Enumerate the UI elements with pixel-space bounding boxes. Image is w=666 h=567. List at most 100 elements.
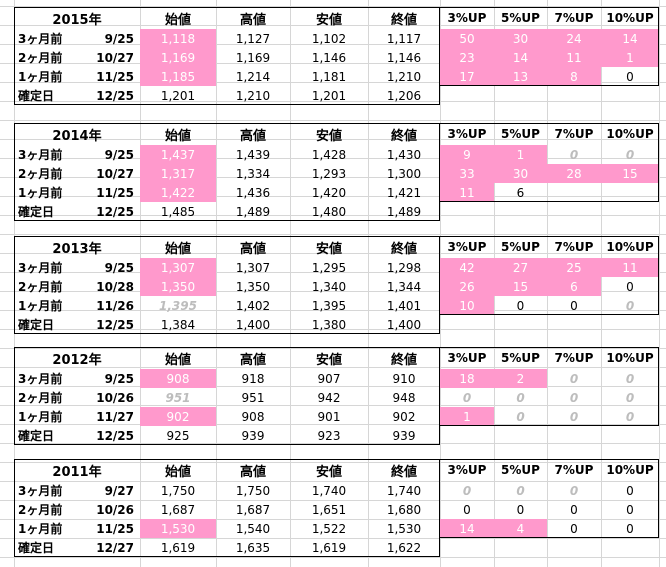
- up5-cell: [494, 426, 547, 445]
- up10-cell: [601, 426, 659, 445]
- col-open-header: 始値: [164, 128, 191, 144]
- up10-cell: 1: [601, 48, 659, 67]
- row-date: 11/25: [96, 521, 134, 536]
- row-date: 12/25: [96, 317, 134, 332]
- up3-cell: 33: [440, 164, 494, 183]
- close-cell: 1,300: [386, 166, 422, 181]
- up5-cell: 30: [494, 29, 547, 48]
- col-high-header: 高値: [239, 12, 266, 28]
- row-date: 11/25: [96, 69, 134, 84]
- table-border: [440, 459, 659, 460]
- up7-cell: 24: [547, 29, 601, 48]
- table-border: [440, 201, 659, 202]
- col-high-header: 高値: [239, 128, 266, 144]
- row-label-cell: 3ヶ月前 9/25: [14, 145, 140, 164]
- col-low-header: 安値: [315, 352, 342, 368]
- row-label: 2ヶ月前: [18, 51, 63, 65]
- row-label-cell: 2ヶ月前 10/27: [14, 164, 140, 183]
- up5-cell: 0: [516, 298, 525, 313]
- col-close-header: 終値: [390, 352, 417, 368]
- up10-cell: 0: [626, 69, 634, 84]
- high-cell: 1,635: [235, 540, 271, 555]
- col-open-header: 始値: [164, 352, 191, 368]
- table-border: [439, 236, 440, 334]
- table-border: [440, 123, 659, 124]
- col-7up-header: 7%UP: [554, 240, 594, 254]
- low-cell: 1,428: [311, 147, 347, 162]
- open-cell: 1,118: [140, 29, 216, 48]
- low-cell: 1,480: [311, 204, 347, 219]
- low-cell: 1,740: [311, 483, 347, 498]
- row-label: 2ヶ月前: [18, 167, 63, 181]
- up3-cell: [440, 538, 494, 557]
- row-label-cell: 1ヶ月前 11/27: [14, 407, 140, 426]
- year-label: 2013年: [52, 241, 102, 257]
- table-border: [439, 123, 440, 221]
- table-row: 1ヶ月前 11/26 1,395 1,402 1,395 1,401 10 0 …: [0, 296, 666, 315]
- row-label: 1ヶ月前: [18, 299, 63, 313]
- col-low-header: 安値: [315, 128, 342, 144]
- row-label-cell: 確定日 12/25: [14, 86, 140, 105]
- close-cell: 1,298: [386, 260, 422, 275]
- header-row: 2014年 始値 高値 安値 終値 3%UP 5%UP 7%UP 10%UP: [0, 123, 666, 145]
- open-cell: 1,317: [140, 164, 216, 183]
- year-block: 2014年 始値 高値 安値 終値 3%UP 5%UP 7%UP 10%UP 3…: [0, 123, 666, 221]
- table-border: [14, 347, 440, 348]
- low-cell: 1,522: [311, 521, 347, 536]
- year-block: 2012年 始値 高値 安値 終値 3%UP 5%UP 7%UP 10%UP 3…: [0, 347, 666, 445]
- high-cell: 1,350: [235, 279, 271, 294]
- high-cell: 1,169: [235, 50, 271, 65]
- low-cell: 1,395: [311, 298, 347, 313]
- up7-cell: [547, 426, 601, 445]
- open-cell: 1,350: [140, 277, 216, 296]
- col-10up-header: 10%UP: [606, 240, 654, 254]
- col-5up-header: 5%UP: [501, 463, 540, 477]
- high-cell: 908: [241, 409, 265, 424]
- table-row: 2ヶ月前 10/28 1,350 1,350 1,340 1,344 26 15…: [0, 277, 666, 296]
- header-row: 2012年 始値 高値 安値 終値 3%UP 5%UP 7%UP 10%UP: [0, 347, 666, 369]
- up10-cell: [601, 538, 659, 557]
- high-cell: 1,687: [235, 502, 271, 517]
- table-border: [658, 236, 659, 258]
- row-label-cell: 2ヶ月前 10/28: [14, 277, 140, 296]
- col-low-header: 安値: [315, 12, 342, 28]
- table-border: [658, 481, 659, 538]
- close-cell: 1,401: [386, 298, 422, 313]
- row-label: 確定日: [18, 429, 55, 443]
- table-border: [440, 425, 659, 426]
- open-cell: 1,485: [160, 204, 196, 219]
- close-cell: 948: [392, 390, 416, 405]
- col-10up-header: 10%UP: [606, 463, 654, 477]
- table-border: [14, 459, 440, 460]
- up3-cell: 50: [440, 29, 494, 48]
- row-date: 11/25: [96, 185, 134, 200]
- up3-cell: [440, 426, 494, 445]
- low-cell: 1,181: [311, 69, 347, 84]
- row-label-cell: 確定日 12/25: [14, 426, 140, 445]
- close-cell: 1,117: [386, 31, 422, 46]
- row-label-cell: 2ヶ月前 10/27: [14, 48, 140, 67]
- high-cell: 1,489: [235, 204, 271, 219]
- table-row: 確定日 12/25 1,384 1,400 1,380 1,400: [0, 315, 666, 334]
- col-low-header: 安値: [315, 464, 342, 480]
- close-cell: 1,622: [386, 540, 422, 555]
- col-3up-header: 3%UP: [447, 240, 487, 254]
- up3-cell: 14: [440, 519, 494, 538]
- up7-cell: [547, 183, 601, 202]
- up5-cell: 0: [516, 409, 525, 424]
- table-border: [14, 104, 440, 105]
- open-cell: 1,422: [140, 183, 216, 202]
- close-cell: 902: [392, 409, 416, 424]
- table-row: 3ヶ月前 9/25 1,437 1,439 1,428 1,430 9 1 0 …: [0, 145, 666, 164]
- year-label: 2015年: [52, 12, 102, 28]
- col-10up-header: 10%UP: [606, 11, 654, 25]
- row-label: 確定日: [18, 89, 55, 103]
- up7-cell: 6: [547, 277, 601, 296]
- up5-cell: 13: [494, 67, 547, 86]
- open-cell: 1,201: [160, 88, 196, 103]
- up7-cell: 11: [547, 48, 601, 67]
- row-label-cell: 1ヶ月前 11/25: [14, 519, 140, 538]
- table-row: 確定日 12/25 925 939 923 939: [0, 426, 666, 445]
- up3-cell: [440, 86, 494, 105]
- row-date: 9/25: [104, 31, 134, 46]
